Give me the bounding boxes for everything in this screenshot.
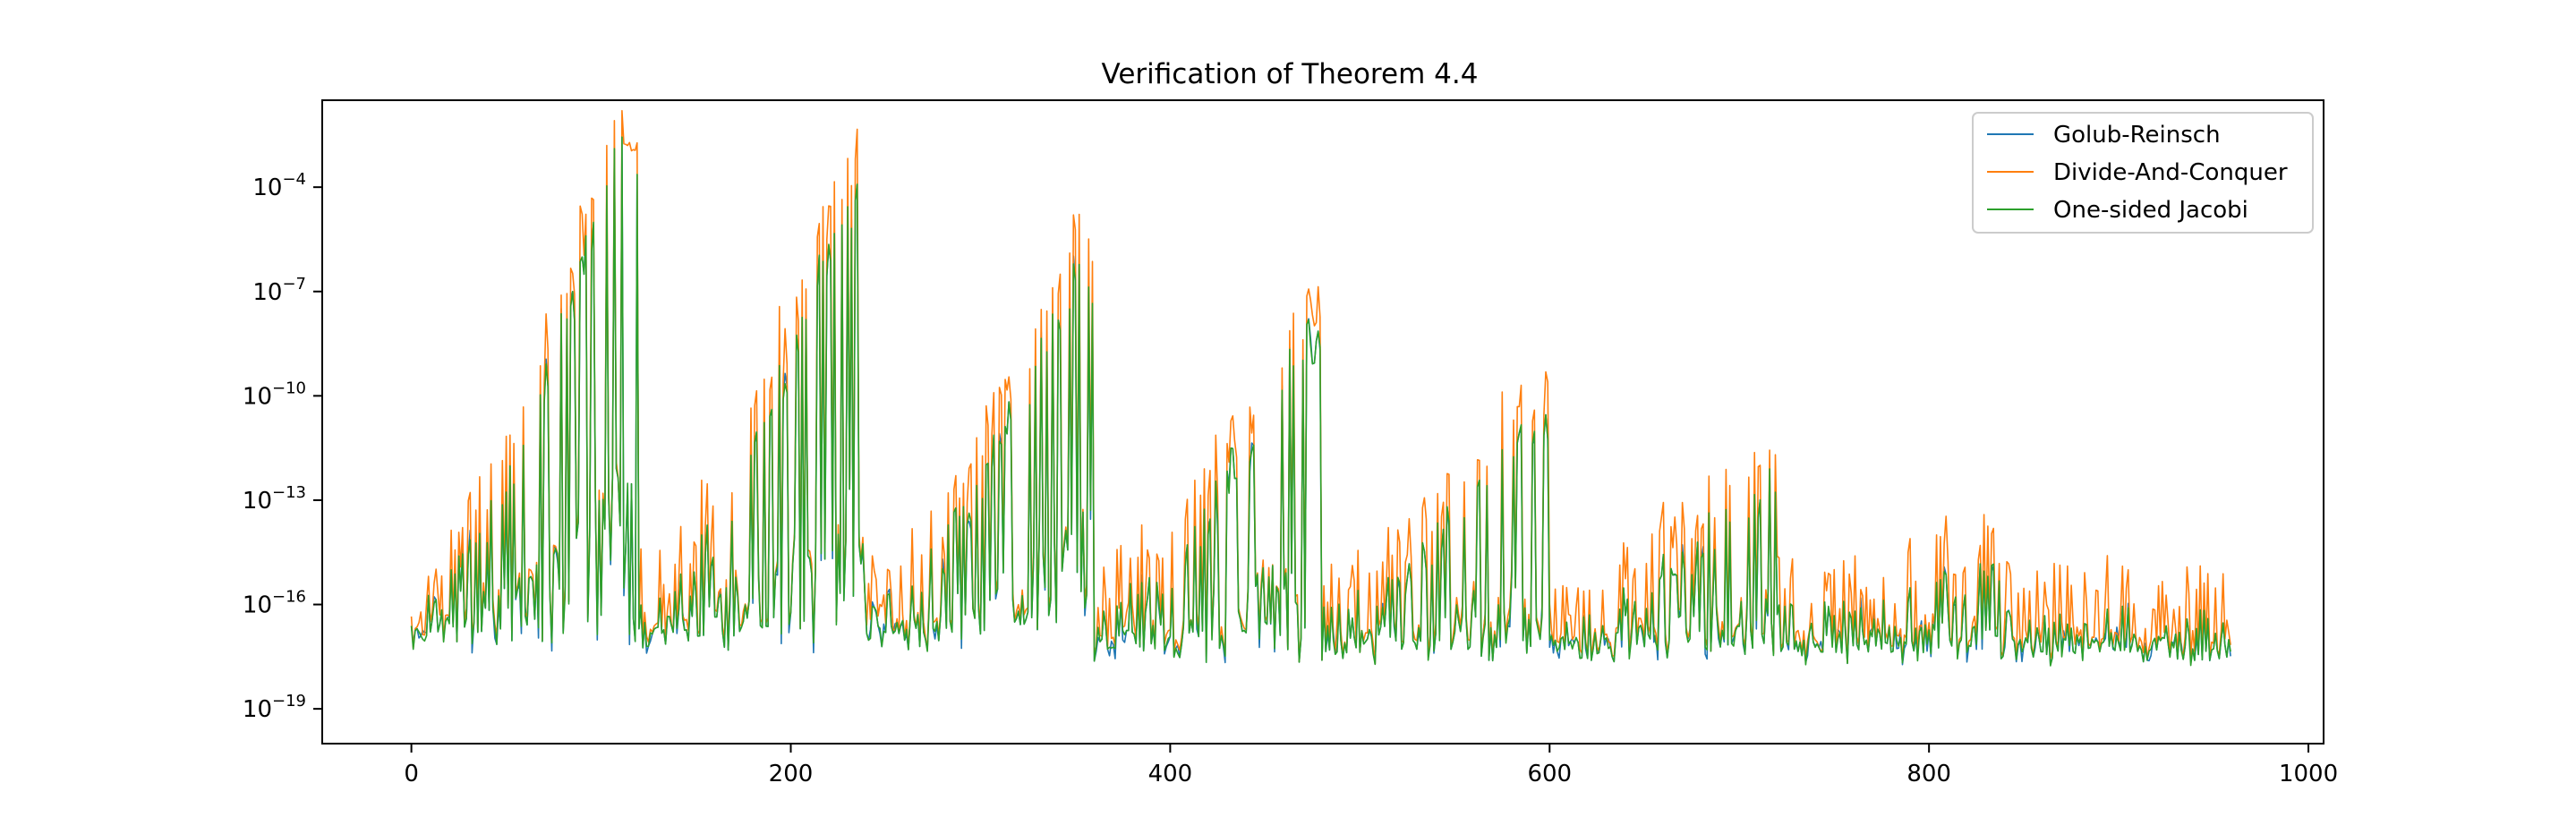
y-tick-exponent: −7	[282, 275, 306, 294]
series-layer	[410, 109, 2231, 667]
plot-frame	[321, 99, 2324, 745]
x-tick-label: 1000	[2279, 761, 2338, 787]
y-tick-base: 10	[252, 279, 282, 306]
y-tick-label: 10−13	[243, 483, 306, 515]
legend-label: Golub-Reinsch	[2053, 122, 2221, 149]
y-tick-label: 10−16	[243, 588, 306, 619]
x-tick-label: 600	[1527, 761, 1572, 787]
y-tick-base: 10	[252, 174, 282, 201]
x-tick-label: 800	[1906, 761, 1951, 787]
chart-title: Verification of Theorem 4.4	[1102, 58, 1479, 90]
y-tick-exponent: −13	[272, 483, 306, 502]
x-tick-label: 400	[1148, 761, 1193, 787]
legend-box	[1972, 112, 2314, 234]
y-tick-label: 10−19	[243, 692, 306, 723]
x-tick-label: 200	[769, 761, 814, 787]
y-tick-exponent: −10	[272, 379, 306, 397]
y-tick-base: 10	[243, 592, 272, 619]
legend: Golub-Reinsch Divide-And-Conquer One-sided…	[1972, 112, 2314, 234]
legend-label: One-sided Jacobi	[2053, 197, 2248, 224]
y-tick-label: 10−10	[243, 379, 306, 410]
y-tick-label: 10−7	[252, 275, 306, 306]
y-tick-exponent: −4	[282, 170, 306, 189]
legend-label: Divide-And-Conquer	[2053, 159, 2288, 186]
x-axis: 0 200 400 600 800 1000	[404, 744, 2338, 787]
y-tick-base: 10	[243, 488, 272, 515]
y-tick-exponent: −19	[272, 692, 306, 711]
series-line-2	[410, 136, 2231, 667]
y-tick-exponent: −16	[272, 588, 306, 607]
y-tick-base: 10	[243, 383, 272, 410]
y-tick-base: 10	[243, 696, 272, 723]
y-tick-label: 10−4	[252, 170, 306, 201]
x-tick-label: 0	[404, 761, 419, 787]
